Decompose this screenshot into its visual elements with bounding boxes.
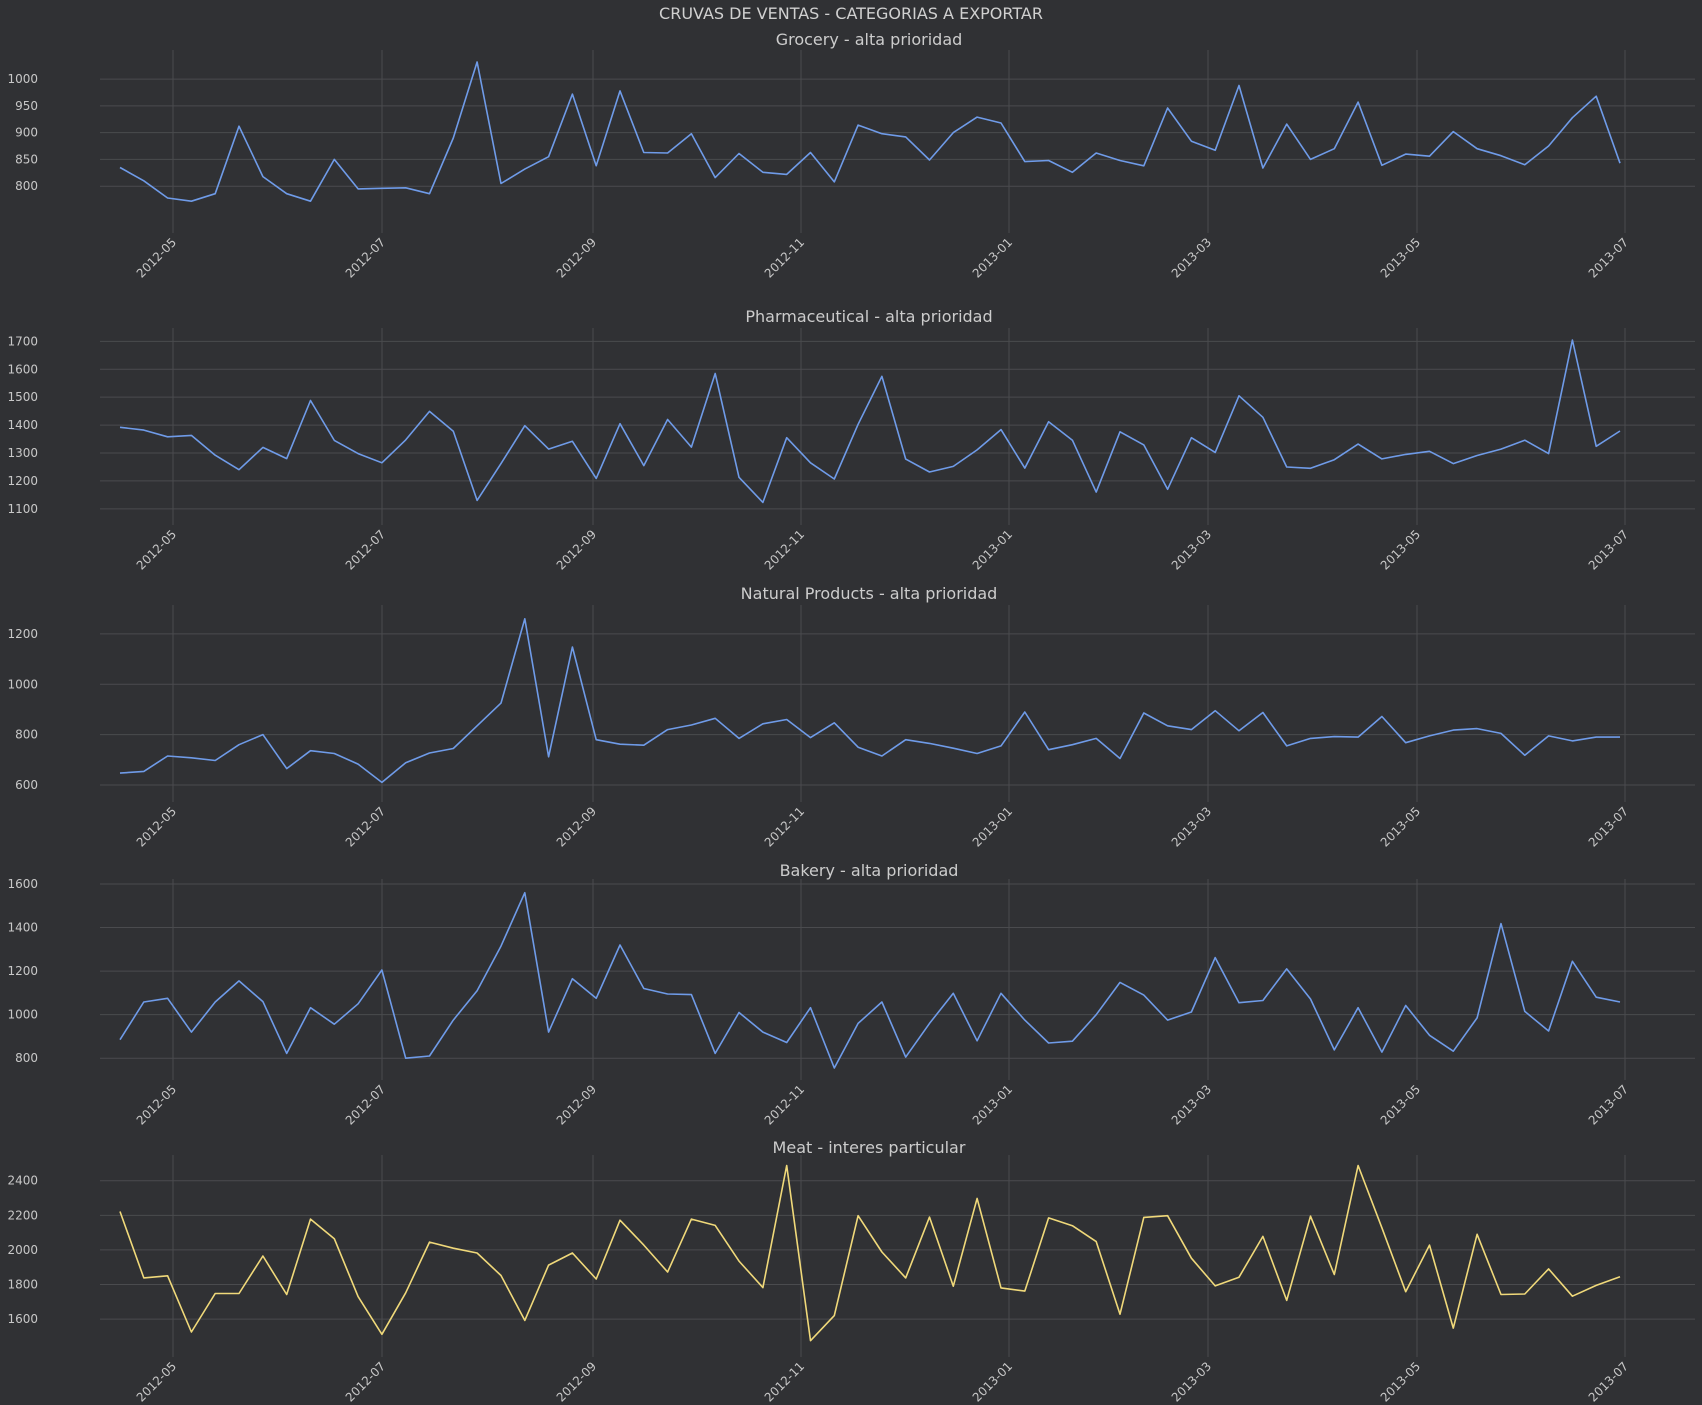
- x-tick-label: 2012-05: [134, 235, 179, 280]
- y-tick-label: 1000: [7, 677, 38, 691]
- x-tick-label: 2012-09: [554, 527, 599, 572]
- y-tick-label: 800: [15, 728, 38, 742]
- series-line: [119, 891, 1621, 1069]
- y-tick-label: 1400: [7, 418, 38, 432]
- x-tick-label: 2012-07: [343, 1359, 388, 1404]
- y-tick-label: 2000: [7, 1243, 38, 1257]
- y-tick-label: 1000: [7, 1008, 38, 1022]
- y-tick-label: 1200: [7, 474, 38, 488]
- x-tick-label: 2013-03: [1169, 1359, 1214, 1404]
- y-tick-label: 1700: [7, 334, 38, 348]
- y-tick-label: 1000: [7, 72, 38, 86]
- x-tick-label: 2013-01: [970, 804, 1015, 849]
- x-tick-label: 2013-03: [1169, 235, 1214, 280]
- x-tick-label: 2013-05: [1378, 235, 1423, 280]
- x-tick-label: 2013-07: [1586, 1082, 1631, 1127]
- figure-title: CRUVAS DE VENTAS - CATEGORIAS A EXPORTAR: [659, 4, 1043, 23]
- panel-5: Meat - interes particular 2012-05 2012-07 2…: [7, 1138, 1695, 1405]
- x-tick-label: 2012-11: [762, 527, 807, 572]
- y-tick-label: 1600: [7, 877, 38, 891]
- series-line: [119, 1164, 1621, 1342]
- x-tick-label: 2012-05: [134, 1359, 179, 1404]
- y-tick-label: 1100: [7, 502, 38, 516]
- x-tick-label: 2012-11: [762, 235, 807, 280]
- x-tick-label: 2013-05: [1378, 1359, 1423, 1404]
- series-line: [119, 339, 1621, 504]
- x-tick-label: 2013-03: [1169, 527, 1214, 572]
- x-tick-label: 2012-05: [134, 1082, 179, 1127]
- x-tick-label: 2013-01: [970, 1359, 1015, 1404]
- y-tick-label: 950: [15, 99, 38, 113]
- x-tick-label: 2012-11: [762, 804, 807, 849]
- y-tick-label: 1400: [7, 921, 38, 935]
- y-tick-label: 1200: [7, 627, 38, 641]
- y-tick-label: 600: [15, 778, 38, 792]
- y-tick-label: 1600: [7, 1312, 38, 1326]
- x-tick-label: 2012-09: [554, 235, 599, 280]
- x-tick-label: 2013-01: [970, 527, 1015, 572]
- x-tick-label: 2012-07: [343, 527, 388, 572]
- x-tick-label: 2012-09: [554, 804, 599, 849]
- x-tick-label: 2012-07: [343, 1082, 388, 1127]
- x-tick-label: 2013-05: [1378, 1082, 1423, 1127]
- panel-title: Grocery - alta prioridad: [776, 30, 963, 49]
- x-tick-label: 2013-01: [970, 1082, 1015, 1127]
- x-tick-label: 2012-07: [343, 235, 388, 280]
- series-line: [119, 617, 1620, 784]
- x-tick-label: 2013-05: [1378, 804, 1423, 849]
- y-tick-label: 800: [15, 179, 38, 193]
- x-tick-label: 2013-07: [1586, 527, 1631, 572]
- x-tick-label: 2013-03: [1169, 1082, 1214, 1127]
- x-tick-label: 2012-11: [762, 1359, 807, 1404]
- x-tick-label: 2013-01: [970, 235, 1015, 280]
- panel-2: Pharmaceutical - alta prioridad 2012-05 20…: [7, 307, 1695, 573]
- series-line: [119, 61, 1621, 202]
- x-tick-label: 2013-07: [1586, 1359, 1631, 1404]
- x-tick-label: 2012-05: [134, 804, 179, 849]
- panel-title: Natural Products - alta prioridad: [741, 584, 998, 603]
- y-tick-label: 2200: [7, 1208, 38, 1222]
- y-tick-label: 1600: [7, 362, 38, 376]
- y-tick-label: 2400: [7, 1174, 38, 1188]
- x-tick-label: 2013-07: [1586, 804, 1631, 849]
- panel-4: Bakery - alta prioridad 2012-05 2012-07 201…: [7, 861, 1695, 1128]
- y-tick-label: 800: [15, 1051, 38, 1065]
- panel-title: Meat - interes particular: [773, 1138, 966, 1157]
- x-tick-label: 2013-05: [1378, 527, 1423, 572]
- x-tick-label: 2012-05: [134, 527, 179, 572]
- y-tick-label: 850: [15, 152, 38, 166]
- y-tick-label: 900: [15, 126, 38, 140]
- x-tick-label: 2012-11: [762, 1082, 807, 1127]
- x-tick-label: 2013-03: [1169, 804, 1214, 849]
- panel-3: Natural Products - alta prioridad 2012-05…: [7, 584, 1695, 850]
- panel-title: Bakery - alta prioridad: [780, 861, 959, 880]
- y-tick-label: 1500: [7, 390, 38, 404]
- x-tick-label: 2012-09: [554, 1082, 599, 1127]
- panel-1: Grocery - alta prioridad 2012-05 2012-07 20…: [7, 30, 1695, 281]
- y-tick-label: 1300: [7, 446, 38, 460]
- y-tick-label: 1800: [7, 1277, 38, 1291]
- panel-title: Pharmaceutical - alta prioridad: [745, 307, 992, 326]
- x-tick-label: 2013-07: [1586, 235, 1631, 280]
- x-tick-label: 2012-09: [554, 1359, 599, 1404]
- y-tick-label: 1200: [7, 964, 38, 978]
- x-tick-label: 2012-07: [343, 804, 388, 849]
